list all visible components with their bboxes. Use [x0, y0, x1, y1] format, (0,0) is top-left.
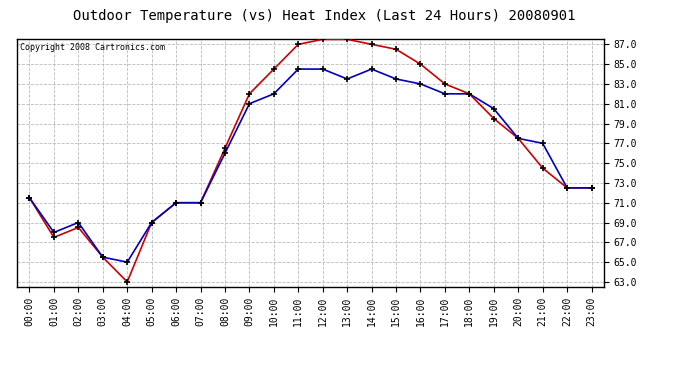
Text: Copyright 2008 Cartronics.com: Copyright 2008 Cartronics.com [20, 43, 165, 52]
Text: Outdoor Temperature (vs) Heat Index (Last 24 Hours) 20080901: Outdoor Temperature (vs) Heat Index (Las… [73, 9, 575, 23]
